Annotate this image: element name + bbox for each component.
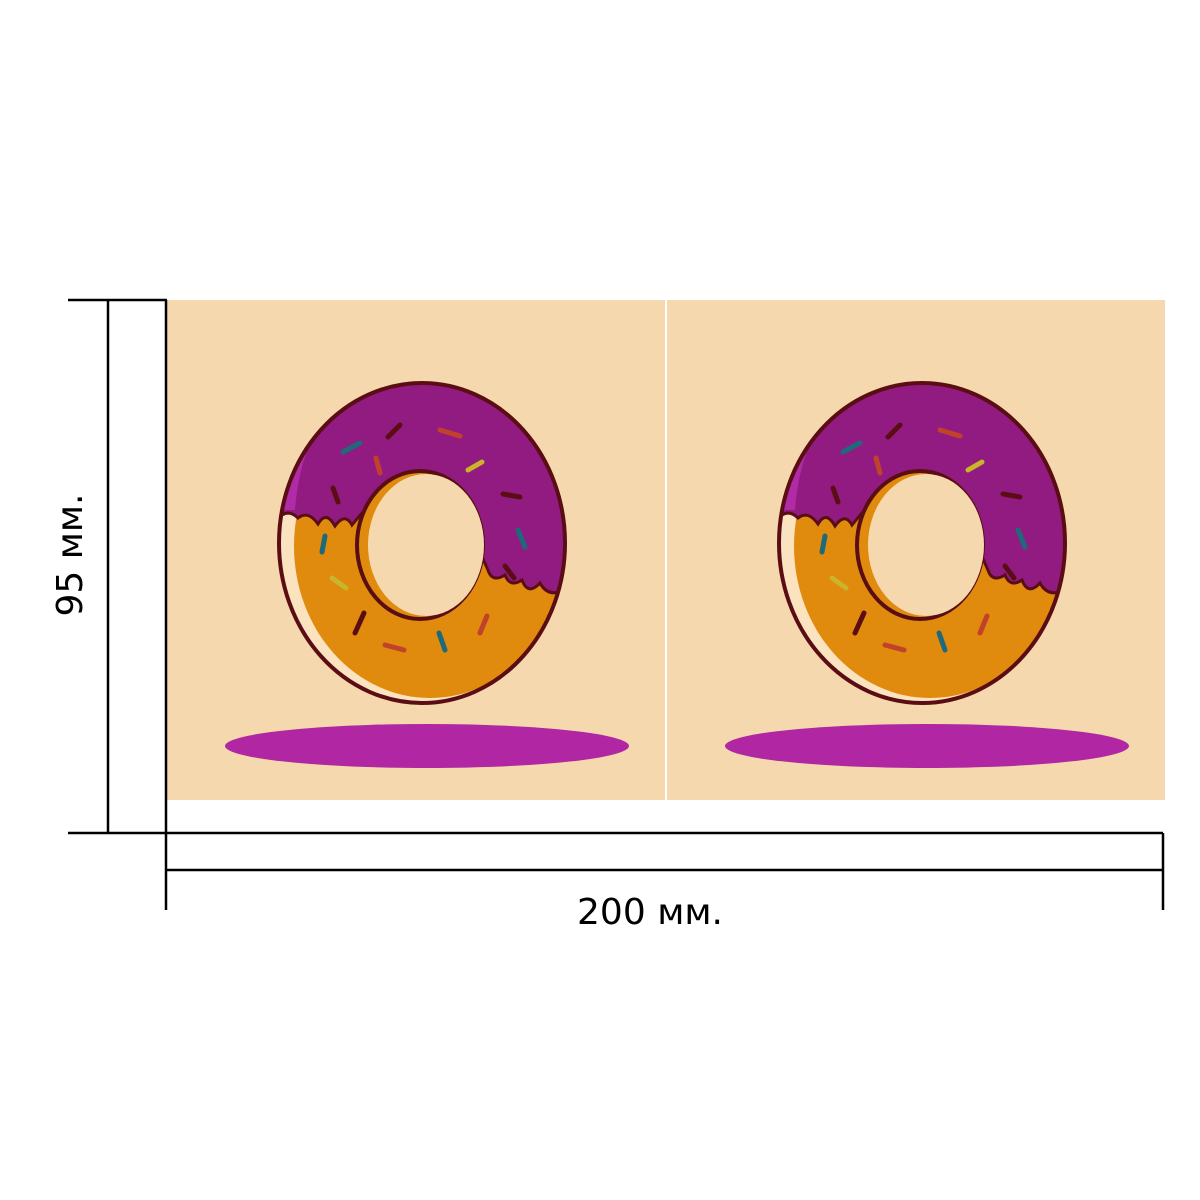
height-dimension: 95 мм. (50, 298, 168, 835)
width-label: 200 мм. (577, 892, 723, 933)
height-label: 95 мм. (50, 493, 91, 616)
width-dimension: 200 мм. (164, 831, 1165, 933)
product (167, 300, 1165, 800)
